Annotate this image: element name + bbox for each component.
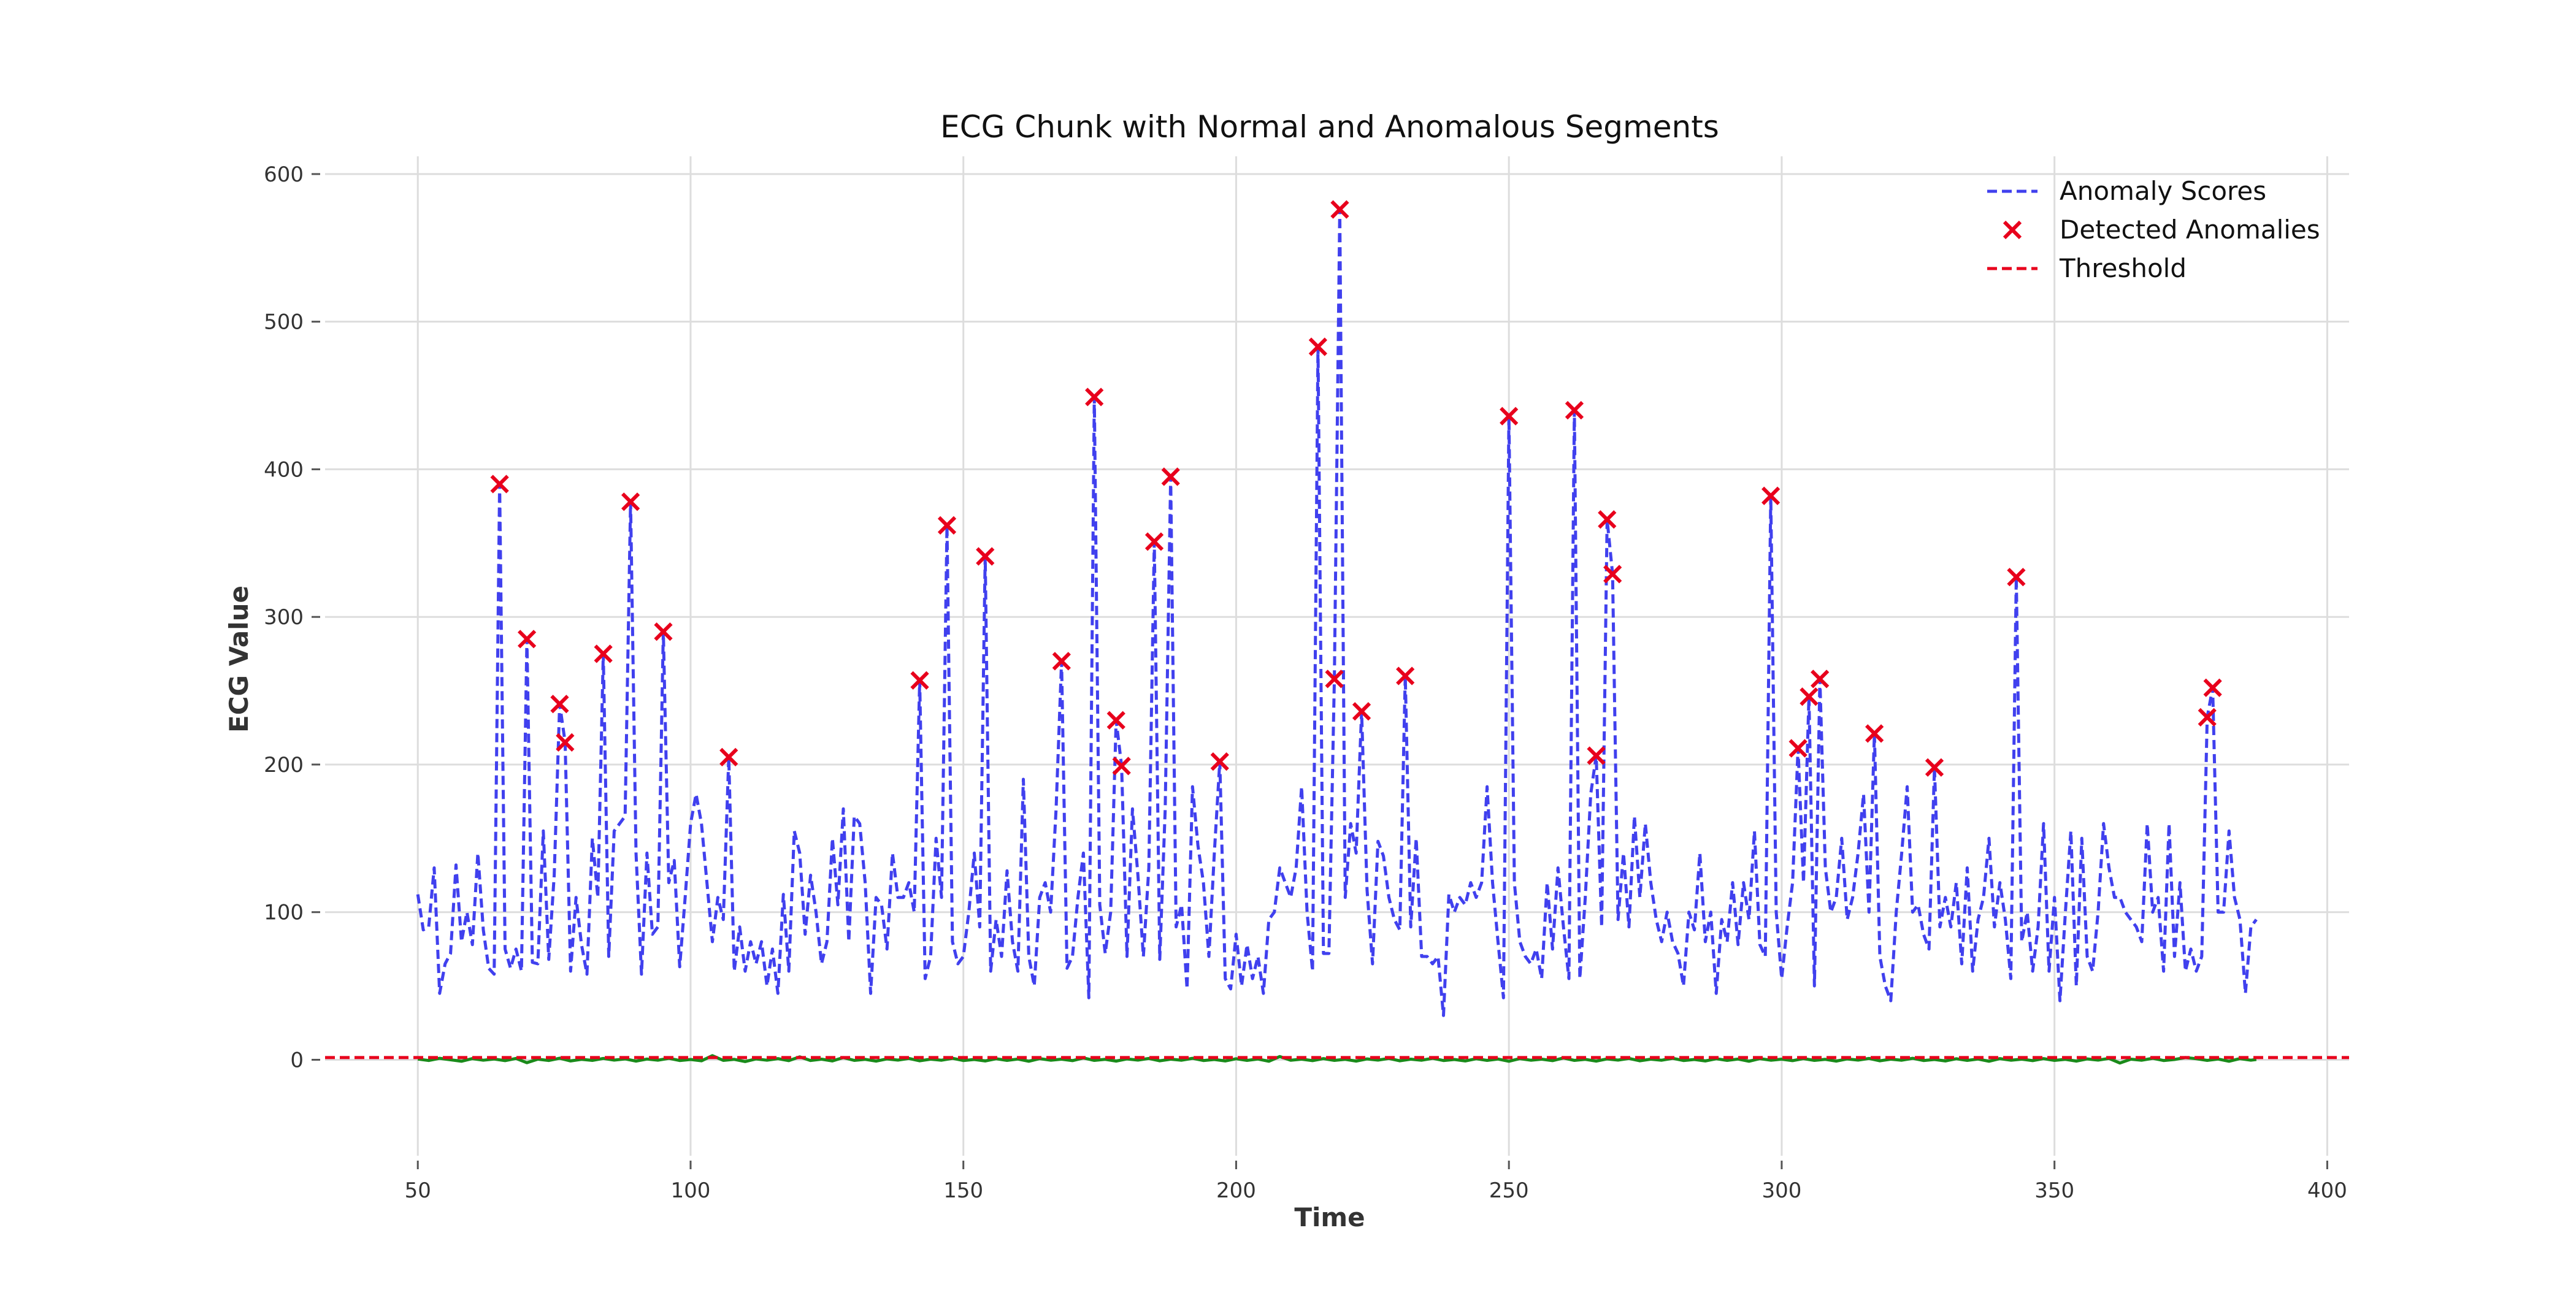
anomaly-scores-layer xyxy=(416,208,2258,1017)
anomaly-marker-32 xyxy=(1865,724,1884,743)
anomaly-marker-29 xyxy=(1788,739,1807,758)
anomaly-marker-31 xyxy=(1811,670,1830,689)
ecg-signal-layer xyxy=(417,1054,2257,1065)
y-axis-label: ECG Value xyxy=(224,586,254,733)
anomaly-marker-1 xyxy=(517,630,537,649)
anomaly-marker-11 xyxy=(1052,652,1071,671)
legend-swatch-detected-anomalies xyxy=(2003,220,2022,240)
anomaly-marker-19 xyxy=(1325,670,1344,689)
anomaly-marker-30 xyxy=(1800,687,1819,706)
anomaly-marker-23 xyxy=(1500,406,1519,426)
x-axis-label: Time xyxy=(1294,1202,1365,1232)
y-tick-label-100: 100 xyxy=(264,901,304,925)
x-tick-label-400: 400 xyxy=(2307,1178,2347,1203)
legend-label-anomaly-scores: Anomaly Scores xyxy=(2060,176,2266,206)
anomaly-marker-16 xyxy=(1161,467,1180,486)
anomaly-scores-line xyxy=(416,208,2258,1017)
anomaly-marker-13 xyxy=(1106,711,1125,730)
y-tick-label-0: 0 xyxy=(290,1048,304,1073)
anomaly-marker-8 xyxy=(910,671,929,690)
anomaly-marker-17 xyxy=(1210,752,1229,771)
x-tick-label-300: 300 xyxy=(1761,1178,1801,1203)
anomaly-marker-33 xyxy=(1925,758,1944,777)
anomaly-marker-36 xyxy=(2203,678,2222,697)
y-tick-label-600: 600 xyxy=(264,162,304,187)
anomaly-marker-2 xyxy=(550,695,569,714)
anomaly-marker-24 xyxy=(1565,400,1584,420)
anomaly-marker-34 xyxy=(2007,568,2026,587)
legend: Anomaly Scores Detected Anomalies Thresh… xyxy=(1987,176,2320,283)
anomaly-marker-6 xyxy=(654,622,673,641)
anomaly-marker-21 xyxy=(1352,702,1371,721)
anomaly-marker-14 xyxy=(1112,757,1131,776)
legend-label-detected-anomalies: Detected Anomalies xyxy=(2060,215,2320,245)
chart-title: ECG Chunk with Normal and Anomalous Segm… xyxy=(940,109,1719,145)
x-tick-label-250: 250 xyxy=(1489,1178,1529,1203)
anomaly-marker-4 xyxy=(594,644,613,663)
anomaly-marker-26 xyxy=(1598,510,1617,529)
y-tick-label-300: 300 xyxy=(264,605,304,630)
ecg-signal-line xyxy=(417,1054,2257,1065)
anomaly-marker-5 xyxy=(621,492,640,511)
anomaly-marker-3 xyxy=(556,733,575,752)
y-tick-label-500: 500 xyxy=(264,310,304,335)
anomaly-marker-27 xyxy=(1603,565,1622,584)
anomaly-marker-18 xyxy=(1308,337,1327,356)
anomaly-marker-10 xyxy=(976,547,995,566)
anomaly-marker-0 xyxy=(490,475,509,494)
x-tick-label-200: 200 xyxy=(1216,1178,1256,1203)
x-tick-label-350: 350 xyxy=(2034,1178,2074,1203)
anomaly-marker-7 xyxy=(719,747,738,767)
grid xyxy=(312,156,2349,1169)
anomaly-marker-22 xyxy=(1396,666,1415,685)
x-tick-label-150: 150 xyxy=(943,1178,983,1203)
anomaly-marker-28 xyxy=(1761,486,1781,505)
anomaly-marker-20 xyxy=(1330,200,1349,219)
anomaly-markers-layer xyxy=(490,200,2222,777)
y-tick-label-400: 400 xyxy=(264,457,304,482)
legend-label-threshold: Threshold xyxy=(2059,253,2187,283)
x-tick-label-50: 50 xyxy=(405,1178,431,1203)
anomaly-marker-9 xyxy=(937,516,957,535)
tick-labels: 50 100 150 200 250 300 350 400 0 100 200 300 400 500 6… xyxy=(264,162,2347,1203)
anomaly-marker-12 xyxy=(1085,387,1104,406)
y-tick-label-200: 200 xyxy=(264,753,304,777)
x-tick-label-100: 100 xyxy=(671,1178,711,1203)
anomaly-marker-25 xyxy=(1587,746,1606,765)
anomaly-marker-15 xyxy=(1144,532,1164,551)
anomaly-marker-35 xyxy=(2198,708,2217,727)
